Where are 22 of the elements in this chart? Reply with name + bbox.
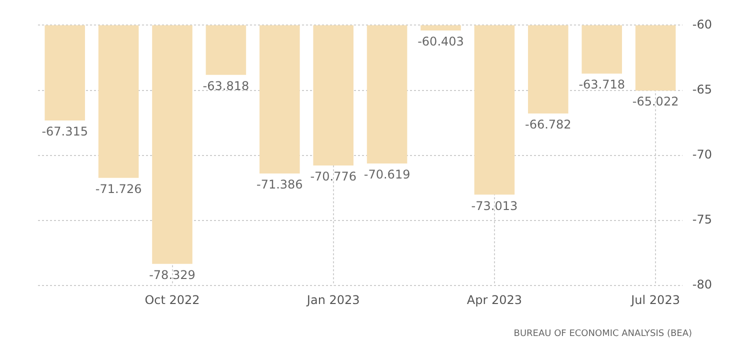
y-tick-label: -70: [692, 148, 712, 162]
data-label: -65.022: [632, 94, 679, 109]
data-label: -71.726: [95, 182, 142, 196]
y-tick-label: -75: [692, 212, 712, 227]
data-label: -66.782: [524, 118, 572, 132]
x-tick-label: Apr 2023: [466, 292, 522, 307]
y-tick-label: -60: [692, 17, 712, 32]
data-label: -60.403: [418, 34, 464, 49]
data-label: -70.619: [364, 168, 410, 182]
y-tick-label: -80: [692, 278, 712, 292]
x-tick-label: Jul 2023: [630, 292, 680, 307]
x-tick-label: Oct 2022: [144, 292, 200, 307]
text: BUREAU OF ECONOMIC ANALYSIS (BEA): [514, 328, 692, 339]
data-label: -63.818: [202, 79, 250, 94]
data-label: -67.315: [42, 124, 88, 139]
x-tick-label: Jan 2023: [306, 292, 360, 307]
data-label: -70.776: [310, 170, 357, 184]
y-tick-label: -65: [692, 82, 712, 96]
data-label: -78.329: [149, 268, 196, 282]
data-label: -71.386: [256, 178, 303, 192]
data-label: -73.013: [471, 198, 518, 213]
data-label: -63.718: [578, 78, 626, 92]
